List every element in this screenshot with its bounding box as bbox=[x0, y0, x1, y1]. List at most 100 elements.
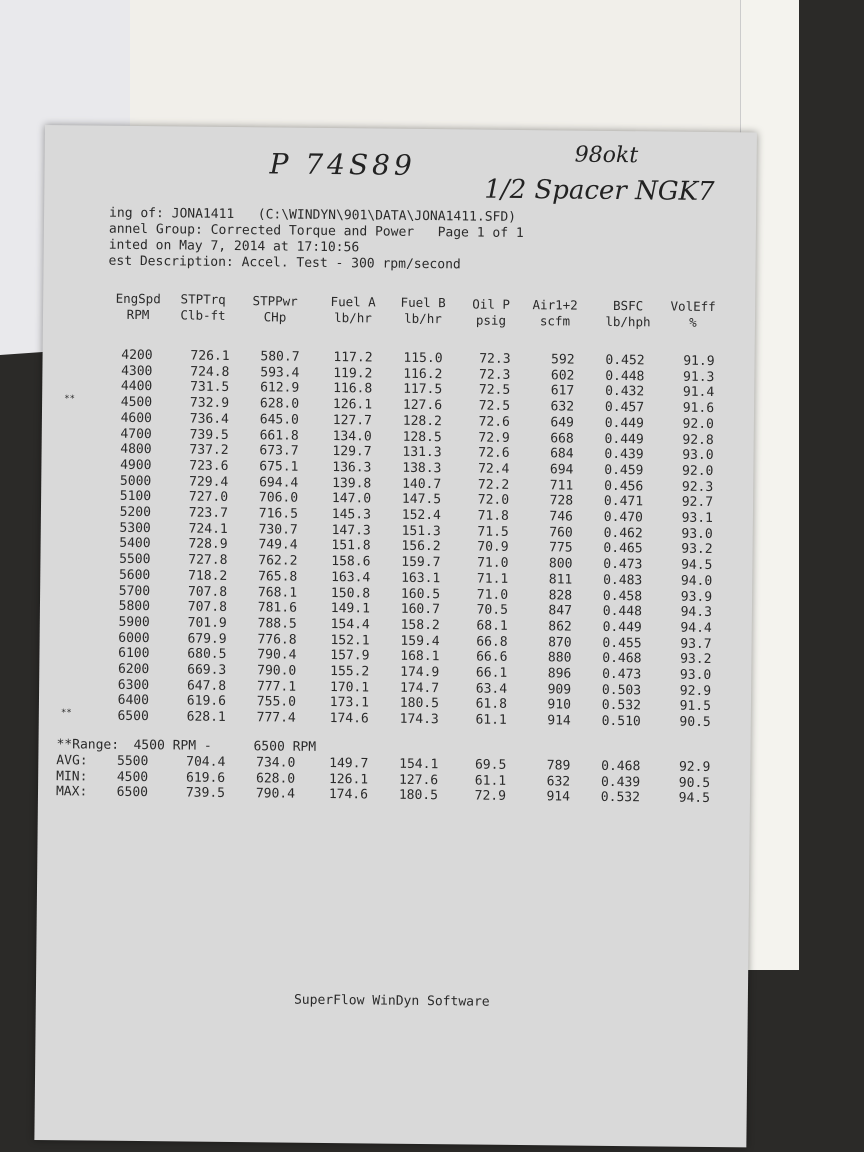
table-cell: 129.7 bbox=[332, 444, 372, 460]
table-cell: 668 bbox=[550, 430, 574, 447]
table-cell: 66.1 bbox=[475, 665, 508, 681]
summary-cell: 92.9 bbox=[678, 759, 711, 776]
column-name: BSFC bbox=[612, 298, 644, 314]
column-name: STPPwr bbox=[252, 292, 298, 309]
column-unit: % bbox=[689, 315, 697, 331]
table-cell: 760 bbox=[549, 524, 573, 541]
table-cell: 5300 bbox=[119, 520, 151, 536]
table-cell: 71.0 bbox=[477, 555, 509, 571]
summary-cell: 739.5 bbox=[185, 785, 226, 802]
table-cell: 724.8 bbox=[190, 364, 230, 380]
table-cell: 72.3 bbox=[479, 367, 511, 383]
table-cell: 94.0 bbox=[680, 573, 713, 589]
table-cell: 6400 bbox=[117, 693, 150, 709]
table-cell: 93.7 bbox=[680, 636, 712, 652]
summary-cell: 90.5 bbox=[678, 775, 711, 791]
column-header: Air1+2 scfm bbox=[520, 297, 590, 330]
table-cell: 727.8 bbox=[188, 552, 228, 569]
table-cell: 0.465 bbox=[603, 541, 643, 557]
table-cell: 139.8 bbox=[332, 475, 372, 492]
table-cell: 151.3 bbox=[401, 523, 441, 539]
table-cell: 647.8 bbox=[186, 678, 227, 694]
table-cell: 93.0 bbox=[679, 667, 712, 684]
table-cell: 90.5 bbox=[679, 714, 711, 731]
table-cell: 61.8 bbox=[475, 696, 508, 713]
table-cell: 711 bbox=[549, 477, 574, 494]
table-cell: 628.1 bbox=[186, 709, 226, 726]
table-cell: 680.5 bbox=[187, 646, 227, 663]
column-unit: lb/hr bbox=[404, 310, 442, 327]
table-cell: 72.2 bbox=[477, 477, 510, 493]
table-cell: 6500 bbox=[117, 708, 149, 725]
table-cell: 117.5 bbox=[403, 382, 443, 398]
table-cell: 870 bbox=[548, 634, 572, 651]
summary-cell: 619.6 bbox=[185, 770, 226, 786]
table-cell: 61.1 bbox=[475, 712, 507, 728]
table-cell: 92.3 bbox=[681, 479, 714, 495]
summary-cell: 6500 bbox=[116, 785, 149, 801]
table-cell: 168.1 bbox=[400, 649, 440, 665]
table-cell: 732.9 bbox=[189, 395, 230, 412]
table-cell: 706.0 bbox=[258, 490, 299, 506]
column-name: Fuel B bbox=[400, 294, 446, 311]
dyno-printout-sheet: P 74S89 98okt 1/2 Spacer NGK7 ing of: JO… bbox=[34, 125, 757, 1148]
table-cell: 790.4 bbox=[257, 647, 297, 663]
table-cell: 4500 bbox=[120, 394, 153, 411]
table-cell: 5400 bbox=[119, 536, 151, 552]
table-cell: 723.6 bbox=[189, 458, 229, 474]
table-cell: 619.6 bbox=[186, 693, 227, 710]
table-cell: 728 bbox=[549, 493, 574, 509]
table-cell: 174.6 bbox=[329, 711, 369, 727]
table-cell: 762.2 bbox=[258, 553, 298, 569]
summary-cell: 0.439 bbox=[600, 774, 641, 790]
summary-cell: 790.4 bbox=[255, 786, 296, 803]
column-header: VolEff% bbox=[658, 299, 728, 332]
table-cell: 602 bbox=[550, 367, 575, 384]
table-cell: 92.0 bbox=[682, 416, 714, 432]
table-cell: 155.2 bbox=[330, 664, 370, 680]
table-cell: 63.4 bbox=[475, 681, 508, 697]
table-cell: 0.510 bbox=[601, 713, 641, 730]
table-cell: 0.473 bbox=[603, 556, 643, 573]
table-cell: 765.8 bbox=[258, 569, 298, 585]
table-cell: 736.4 bbox=[189, 411, 230, 427]
column-unit: RPM bbox=[126, 306, 150, 323]
table-cell: 68.1 bbox=[476, 618, 508, 634]
table-cell: 72.3 bbox=[479, 351, 511, 367]
table-cell: 910 bbox=[547, 697, 572, 713]
table-cell: 746 bbox=[549, 509, 574, 525]
table-cell: 147.3 bbox=[331, 522, 371, 539]
column-name: STPTrq bbox=[180, 291, 226, 308]
summary-cell: 5500 bbox=[116, 753, 149, 770]
table-cell: 94.3 bbox=[680, 604, 713, 621]
summary-cell: 174.6 bbox=[328, 787, 369, 803]
table-cell: 612.9 bbox=[260, 380, 300, 397]
table-cell: 0.458 bbox=[602, 588, 643, 604]
table-cell: 138.3 bbox=[402, 460, 442, 477]
table-cell: 72.6 bbox=[478, 445, 510, 462]
range-from: 4500 RPM - bbox=[133, 737, 212, 754]
table-cell: 811 bbox=[548, 572, 573, 588]
table-cell: 718.2 bbox=[188, 568, 228, 584]
table-cell: 0.449 bbox=[604, 431, 644, 447]
table-cell: 71.0 bbox=[476, 587, 509, 603]
table-cell: 127.6 bbox=[402, 397, 443, 414]
table-cell: 140.7 bbox=[402, 476, 442, 492]
range-marker: ** bbox=[64, 394, 76, 405]
table-cell: 847 bbox=[548, 603, 573, 619]
table-cell: 4600 bbox=[120, 410, 153, 426]
column-name: Oil P bbox=[472, 295, 511, 312]
table-cell: 716.5 bbox=[258, 506, 299, 522]
table-cell: 93.9 bbox=[680, 589, 713, 605]
table-cell: 92.9 bbox=[679, 683, 712, 699]
table-cell: 4700 bbox=[120, 426, 152, 442]
table-cell: 0.448 bbox=[602, 604, 643, 620]
table-cell: 0.455 bbox=[602, 635, 642, 651]
table-cell: 0.468 bbox=[602, 651, 642, 667]
summary-cell: 94.5 bbox=[678, 791, 711, 807]
column-header: STPPwr CHp bbox=[240, 293, 310, 326]
table-cell: 119.2 bbox=[333, 365, 373, 382]
column-unit: scfm bbox=[539, 312, 571, 329]
table-cell: 723.7 bbox=[188, 505, 229, 521]
